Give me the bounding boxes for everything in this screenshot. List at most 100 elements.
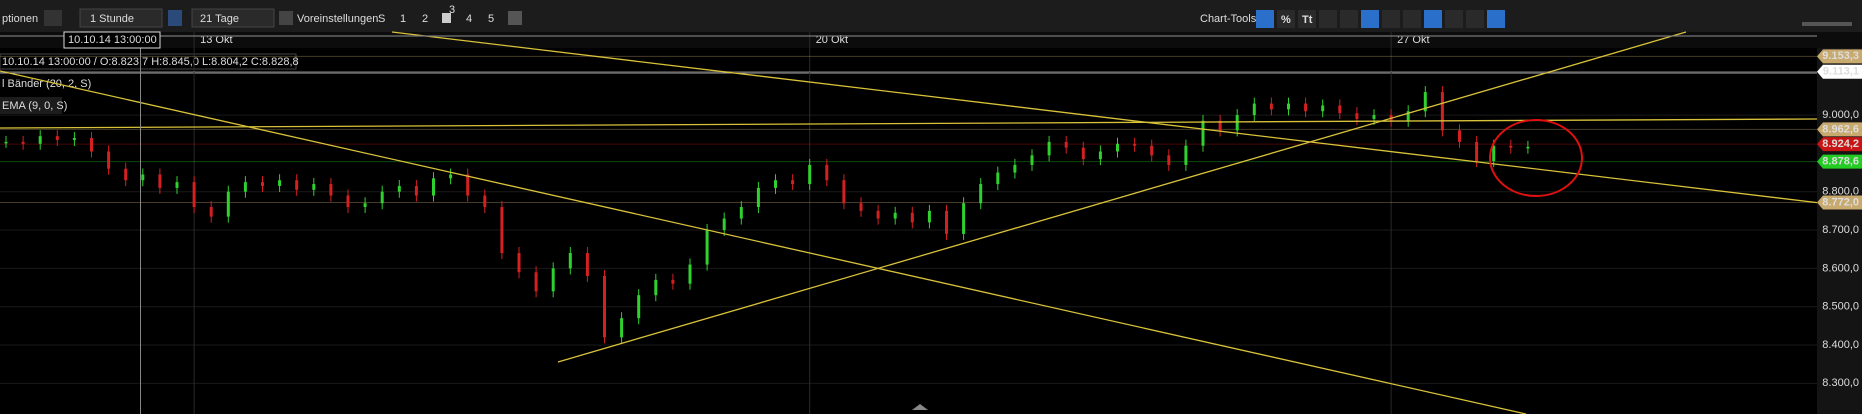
candle <box>1458 130 1461 142</box>
tool-label[interactable]: % <box>1281 14 1291 26</box>
crosshair-box <box>63 31 161 49</box>
candle <box>893 212 897 219</box>
candle <box>329 184 333 196</box>
y-tick-label: 9.000,0 <box>1822 109 1859 121</box>
candle <box>568 253 572 269</box>
layout-button[interactable]: S <box>378 13 385 25</box>
candle <box>483 195 487 208</box>
tool-button[interactable] <box>1340 10 1358 28</box>
options-menu[interactable]: ptionen <box>2 13 38 25</box>
candle <box>55 136 59 140</box>
candle <box>722 218 726 231</box>
plot: 13 Okt 20 Okt 27 Okt <box>0 32 1817 414</box>
price-tag-label: 9.153,3 <box>1822 50 1859 62</box>
candle <box>620 318 624 338</box>
candle <box>517 253 521 273</box>
tool-button[interactable] <box>1277 10 1295 28</box>
x-tick-label: 20 Okt <box>816 34 848 46</box>
y-tick-label: 8.300,0 <box>1822 377 1859 389</box>
candle <box>72 138 76 140</box>
candle <box>192 182 196 208</box>
range-select[interactable] <box>191 8 275 28</box>
tool-label[interactable]: Tt <box>1302 14 1313 26</box>
candle <box>1030 155 1034 165</box>
candle <box>500 207 504 254</box>
candle <box>876 210 880 219</box>
tool-button[interactable] <box>1403 10 1421 28</box>
layout-icon[interactable] <box>442 13 451 23</box>
tool-button[interactable] <box>1319 10 1337 28</box>
price-tag-label: 9.113,1 <box>1823 66 1859 78</box>
tool-button[interactable] <box>1382 10 1400 28</box>
trendline[interactable] <box>391 31 1862 209</box>
trendline[interactable] <box>0 118 1818 129</box>
candle <box>910 212 914 223</box>
calendar-button[interactable] <box>279 11 293 25</box>
candle <box>1338 105 1342 114</box>
price-tag <box>1817 122 1862 137</box>
chart-tools-label: Chart-Tools <box>1200 13 1257 25</box>
price-tag <box>1817 195 1862 210</box>
interval-label: 1 Stunde <box>90 13 134 25</box>
candle <box>38 136 42 144</box>
candle <box>654 279 658 296</box>
candle <box>243 182 247 192</box>
candle <box>1235 115 1239 131</box>
candle <box>979 184 983 204</box>
candle <box>1406 111 1410 121</box>
tool-button[interactable] <box>1361 10 1379 28</box>
candle <box>945 210 948 234</box>
price-tag <box>1817 49 1862 64</box>
layout-button[interactable]: 2 <box>422 13 428 25</box>
candle <box>1269 103 1273 110</box>
tool-button[interactable] <box>1445 10 1463 28</box>
candle <box>380 191 384 204</box>
settings-button[interactable] <box>508 11 522 25</box>
tool-buttons: % Tt <box>1256 10 1505 28</box>
date-axis <box>0 32 1862 48</box>
candle <box>859 203 863 211</box>
trendline[interactable] <box>557 31 1687 363</box>
interval-select[interactable] <box>79 8 163 28</box>
tool-button[interactable] <box>1487 10 1505 28</box>
candle <box>1321 105 1325 112</box>
lock-button[interactable] <box>168 10 182 26</box>
candle <box>141 174 145 181</box>
candle <box>1184 145 1188 165</box>
tool-button[interactable] <box>1298 10 1316 28</box>
tool-button[interactable] <box>1466 10 1484 28</box>
candle <box>1304 103 1308 112</box>
annotation-circle[interactable] <box>1489 119 1583 197</box>
ohlc-box <box>0 53 297 70</box>
crosshair <box>140 32 141 414</box>
tool-button[interactable] <box>1256 10 1274 28</box>
layout-button[interactable]: 4 <box>466 13 472 25</box>
candle <box>1081 147 1085 160</box>
candle <box>1509 145 1513 148</box>
presets-label[interactable]: Voreinstellungen <box>297 13 378 25</box>
layout-button[interactable]: 1 <box>400 13 406 25</box>
window-controls[interactable] <box>1802 22 1852 26</box>
candle <box>1098 151 1102 160</box>
candle <box>1150 145 1154 156</box>
trendline[interactable] <box>0 70 1527 414</box>
candle <box>1355 113 1359 119</box>
candle <box>346 195 350 208</box>
tool-button[interactable] <box>1424 10 1442 28</box>
settings-button[interactable] <box>44 10 62 26</box>
x-tick-label: 13 Okt <box>200 34 232 46</box>
candle <box>175 182 179 188</box>
layout-button[interactable]: 5 <box>488 13 494 25</box>
scroll-handle[interactable] <box>912 404 928 410</box>
candle <box>432 178 435 196</box>
candle <box>226 191 230 217</box>
candle <box>124 168 128 181</box>
candle <box>21 141 25 144</box>
price-tag <box>1817 154 1862 169</box>
price-axis <box>1817 48 1862 414</box>
candle <box>312 184 316 190</box>
candle <box>842 180 846 204</box>
x-tick-label: 27 Okt <box>1397 34 1429 46</box>
candle <box>1475 141 1479 162</box>
